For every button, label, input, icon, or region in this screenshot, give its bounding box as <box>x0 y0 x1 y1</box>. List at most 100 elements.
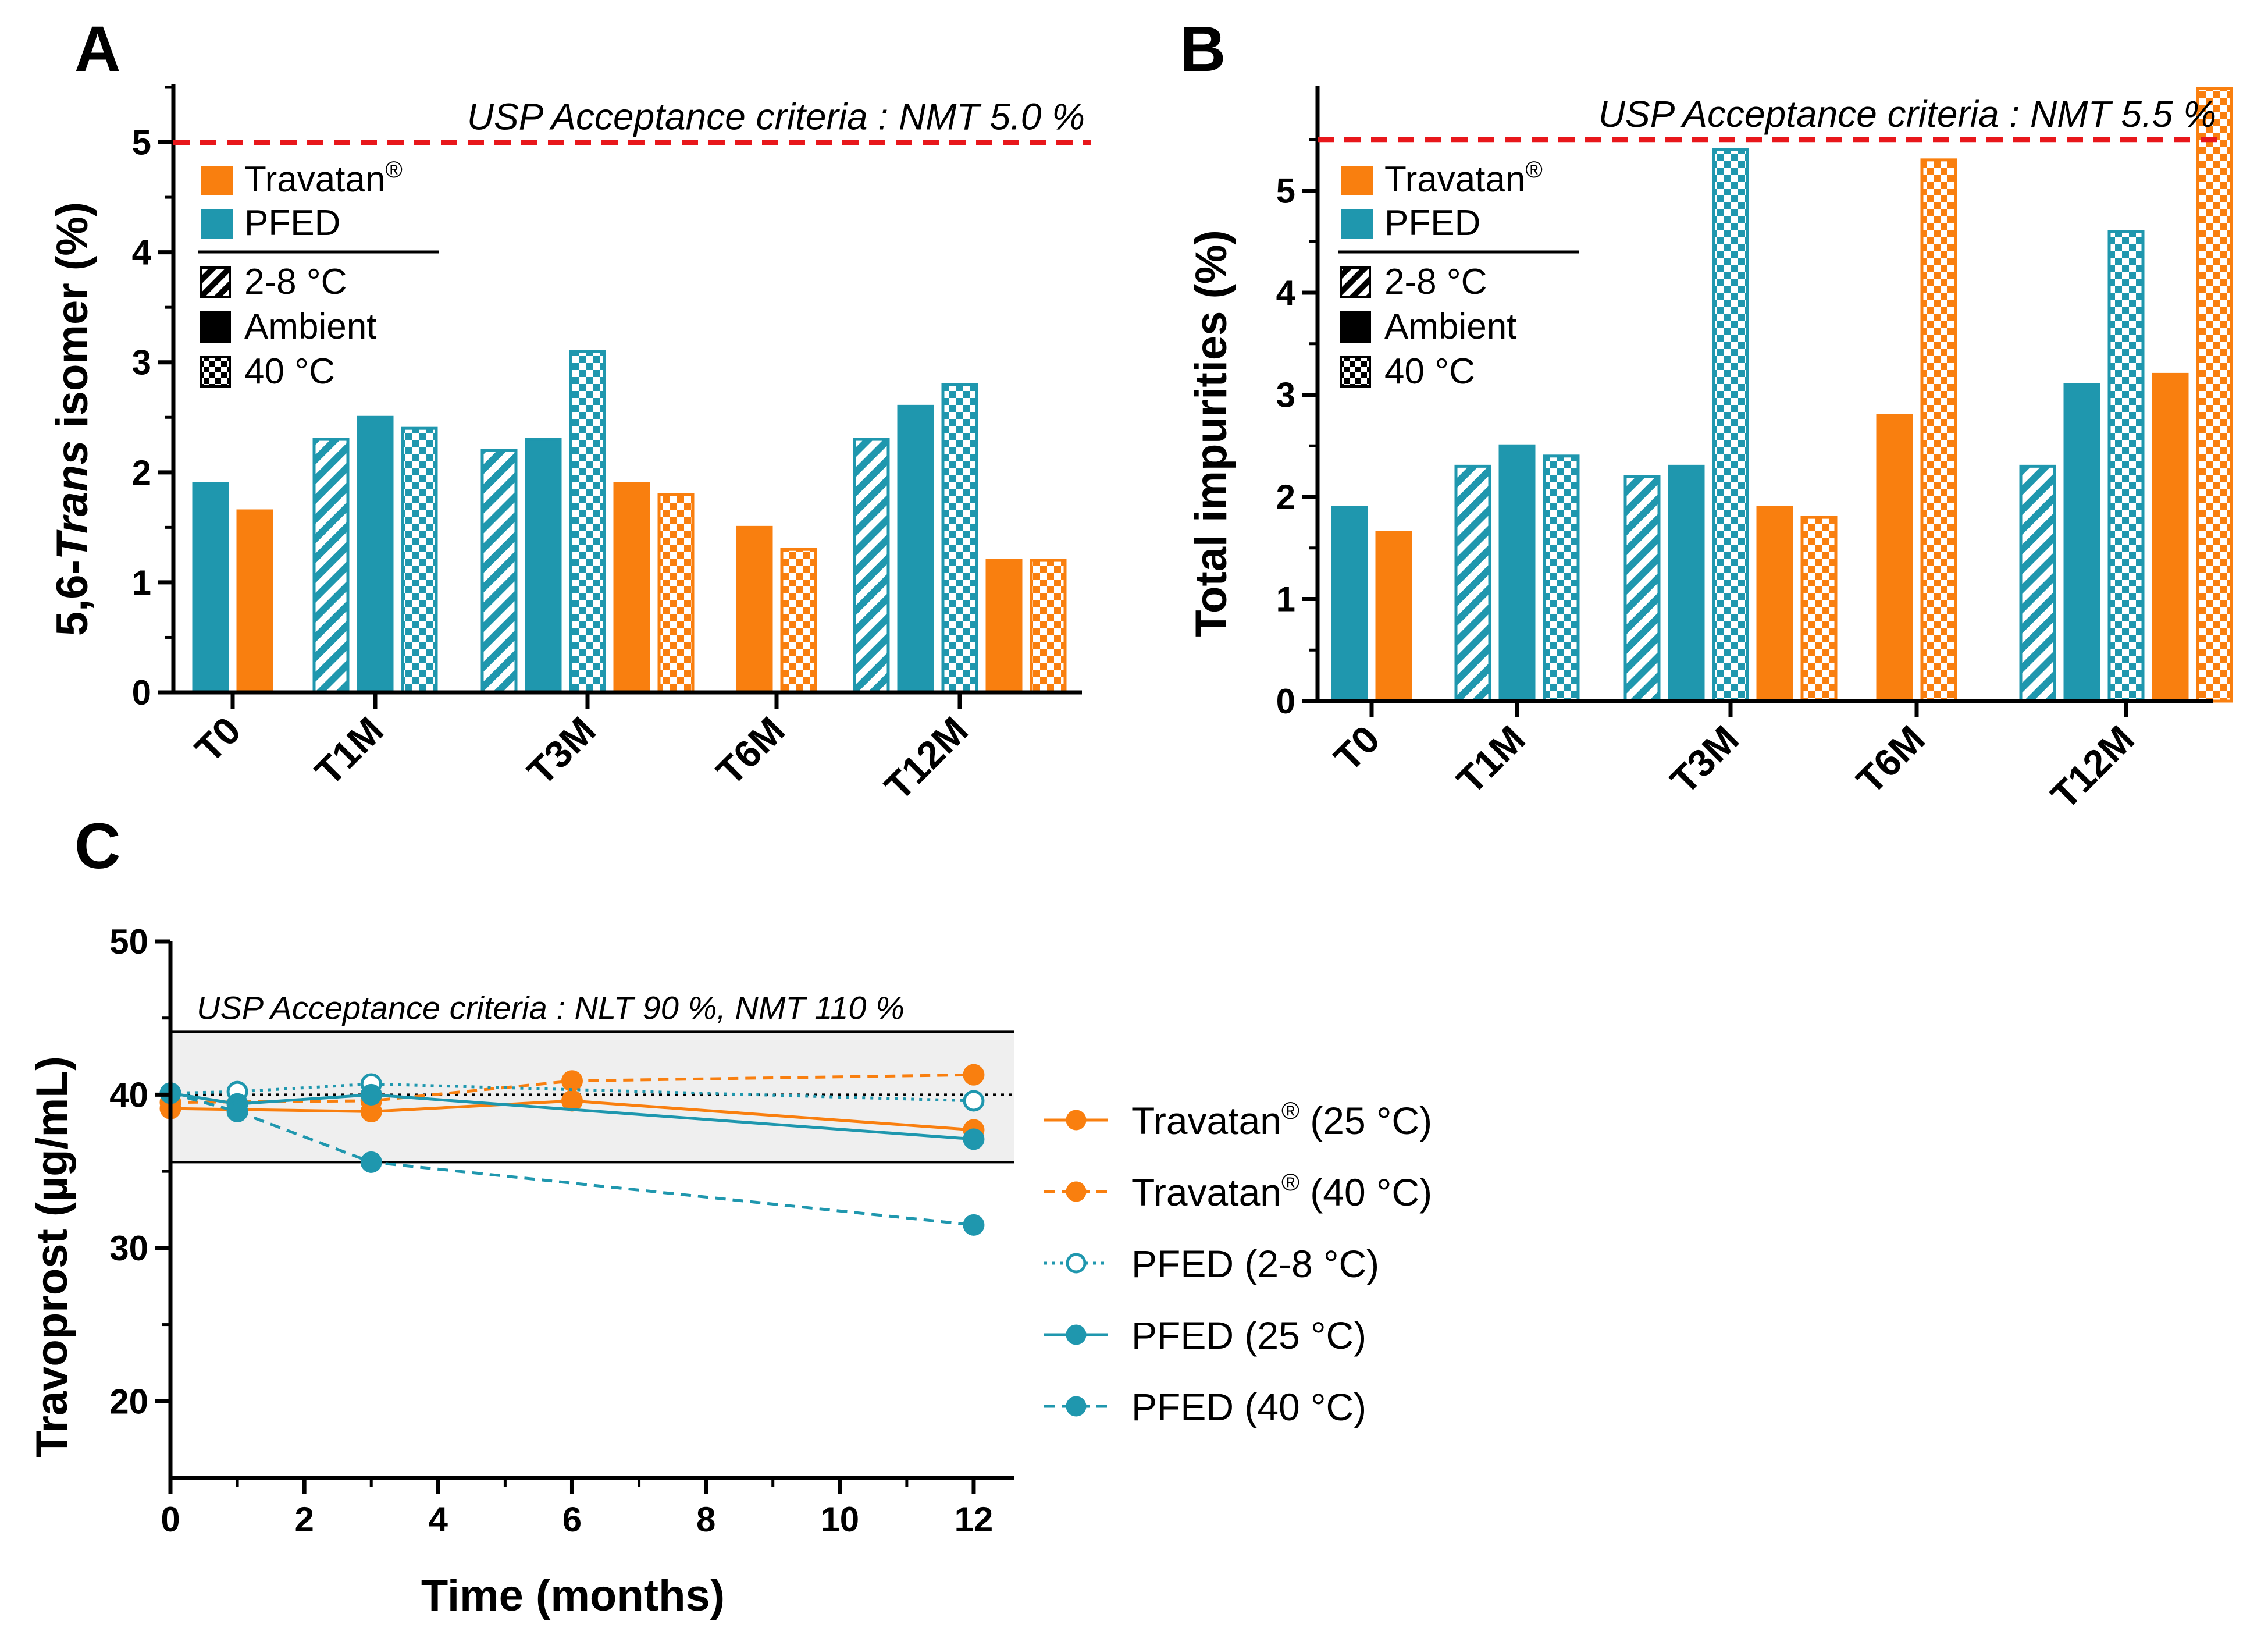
x-tick-label-t1m: T1M <box>1448 717 1533 802</box>
bar-t1m-pfed-28c <box>312 438 350 694</box>
y-tick-label: 5 <box>132 123 151 162</box>
bar-t3m-pfed-40c <box>569 350 606 694</box>
legend-label-tail: (40 °C) <box>1299 1171 1432 1214</box>
bar-t12m-pfed-ambient <box>2063 383 2100 703</box>
bar-t12m-pfed-28c <box>2019 464 2056 703</box>
bar-t12m-pfed-40c <box>941 383 978 694</box>
bar-t3m-pfed-40c <box>1712 148 1749 703</box>
legend-label-3: PFED (25 °C) <box>1131 1314 1366 1357</box>
bar-t6m-travatan-ambient <box>736 525 773 694</box>
series-point-1 <box>963 1064 985 1086</box>
panel-a-bars <box>192 350 1067 694</box>
bar-t3m-travatan-ambient <box>1756 506 1793 703</box>
legend-marker-4 <box>1066 1396 1087 1417</box>
bar-t3m-travatan-40c <box>1800 516 1838 703</box>
y-tick-label: 0 <box>132 673 151 712</box>
series-point-4 <box>226 1100 248 1122</box>
legend-label-main: PFED (25 °C) <box>1131 1314 1366 1357</box>
bar-t1m-pfed-28c <box>1454 464 1491 703</box>
x-tick-label-t12m: T12M <box>876 709 976 809</box>
panel-a-label: A <box>74 13 120 85</box>
bar-t1m-pfed-ambient <box>1498 444 1536 703</box>
x-tick-label: 8 <box>696 1500 715 1539</box>
bar-t12m-pfed-ambient <box>897 404 934 694</box>
x-tick-label: 4 <box>429 1500 448 1539</box>
y-tick-label: 5 <box>1276 172 1295 211</box>
series-point-3 <box>360 1083 382 1106</box>
panel-b-label: B <box>1180 13 1226 85</box>
panel-c-ylabel: Travoprost (µg/mL) <box>27 1056 77 1458</box>
x-tick-label-t6m: T6M <box>1848 717 1933 802</box>
legend-label-travatan: Travatan® <box>244 157 403 200</box>
bar-t3m-travatan-40c <box>657 493 695 694</box>
legend-label-travatan: Travatan® <box>1384 157 1543 200</box>
legend-label-main: Travatan <box>1131 1171 1281 1214</box>
panel-a-ylabel: 5,6-Trans isomer (%) <box>48 202 97 636</box>
bar-t6m-travatan-40c <box>780 548 817 694</box>
x-tick-label-t6m: T6M <box>708 709 793 794</box>
legend-condition-label: 40 °C <box>244 351 335 392</box>
legend-label-main: PFED (40 °C) <box>1131 1385 1366 1428</box>
x-tick-label-t3m: T3M <box>1662 717 1747 802</box>
y-tick-label: 2 <box>132 453 151 492</box>
panel-c-legend: Travatan® (25 °C)Travatan® (40 °C)PFED (… <box>1044 1097 1432 1428</box>
bar-t0-pfed-ambient <box>192 482 229 694</box>
legend-label-pfed: PFED <box>1384 203 1480 243</box>
bar-t3m-pfed-ambient <box>525 438 562 694</box>
bar-t12m-travatan-ambient <box>985 559 1023 694</box>
x-tick-label: 12 <box>955 1500 994 1539</box>
x-tick-label: 0 <box>161 1500 180 1539</box>
y-tick-label: 40 <box>109 1075 148 1114</box>
bar-t6m-travatan-40c <box>1920 158 1957 703</box>
legend-condition-label: Ambient <box>244 307 376 347</box>
panel-c-axes: 20 30 40 50 0 2 4 6 8 10 12 <box>109 922 1014 1539</box>
series-line-0 <box>170 1099 974 1132</box>
legend-condition-swatch <box>200 311 231 343</box>
legend-label-4: PFED (40 °C) <box>1131 1385 1366 1428</box>
y-tick-label: 4 <box>1276 273 1296 312</box>
legend-label-main: PFED (2-8 °C) <box>1131 1242 1379 1285</box>
legend-registered-mark: ® <box>1281 1168 1299 1196</box>
legend-label-pfed: PFED <box>244 203 340 243</box>
panel-c: C Travoprost (µg/mL) Time (months) USP A… <box>27 811 1432 1620</box>
panel-a: A 5,6-Trans isomer (%) T0 T1M T3M T6M T12M 0 1… <box>48 13 1091 808</box>
x-tick-label: 6 <box>562 1500 582 1539</box>
series-line-4 <box>170 1092 974 1227</box>
series-point-4 <box>963 1214 985 1236</box>
y-tick-label: 3 <box>132 343 151 382</box>
legend-marker-0 <box>1066 1110 1087 1131</box>
bar-t0-travatan-ambient <box>1375 531 1412 703</box>
series-line-1 <box>170 1073 974 1104</box>
bar-t3m-pfed-28c <box>1623 475 1661 703</box>
series-line-3 <box>170 1092 974 1141</box>
panel-c-acceptance-label: USP Acceptance criteria : NLT 90 %, NMT … <box>197 989 905 1026</box>
y-tick-label: 1 <box>1276 580 1295 619</box>
x-tick-label-t0: T0 <box>1326 717 1388 780</box>
legend-marker-2 <box>1066 1253 1087 1274</box>
panel-c-series <box>159 1064 985 1236</box>
panel-b-bars <box>1331 87 2233 703</box>
legend-registered-mark: ® <box>385 157 402 183</box>
bar-t12m-travatan-40c <box>1030 559 1067 694</box>
bar-t1m-pfed-40c <box>1543 454 1580 703</box>
y-tick-label: 20 <box>109 1382 148 1421</box>
y-tick-label: 4 <box>132 233 152 272</box>
x-tick-label-t12m: T12M <box>2042 717 2142 817</box>
x-tick-label-t1m: T1M <box>307 709 391 794</box>
legend-condition-label: 2-8 °C <box>1384 262 1487 302</box>
panel-b: B Total impurities (%) T0 T1M T3M T6M T12M 0 1… <box>1180 13 2233 817</box>
panel-b-ylabel: Total impurities (%) <box>1187 230 1236 637</box>
bar-t12m-pfed-28c <box>853 438 890 694</box>
bar-t6m-travatan-ambient <box>1876 414 1913 703</box>
legend-condition-swatch <box>1340 266 1371 298</box>
legend-registered-mark: ® <box>1281 1097 1299 1124</box>
legend-label-2: PFED (2-8 °C) <box>1131 1242 1379 1285</box>
legend-condition-swatch <box>1340 356 1371 388</box>
bar-t3m-pfed-ambient <box>1668 464 1705 703</box>
panel-a-acceptance-label: USP Acceptance criteria : NMT 5.0 % <box>467 96 1085 138</box>
y-tick-label: 0 <box>1276 682 1295 721</box>
legend-condition-label: Ambient <box>1384 307 1516 347</box>
legend-swatch-travatan <box>201 166 233 195</box>
panel-c-xlabel: Time (months) <box>421 1571 725 1620</box>
